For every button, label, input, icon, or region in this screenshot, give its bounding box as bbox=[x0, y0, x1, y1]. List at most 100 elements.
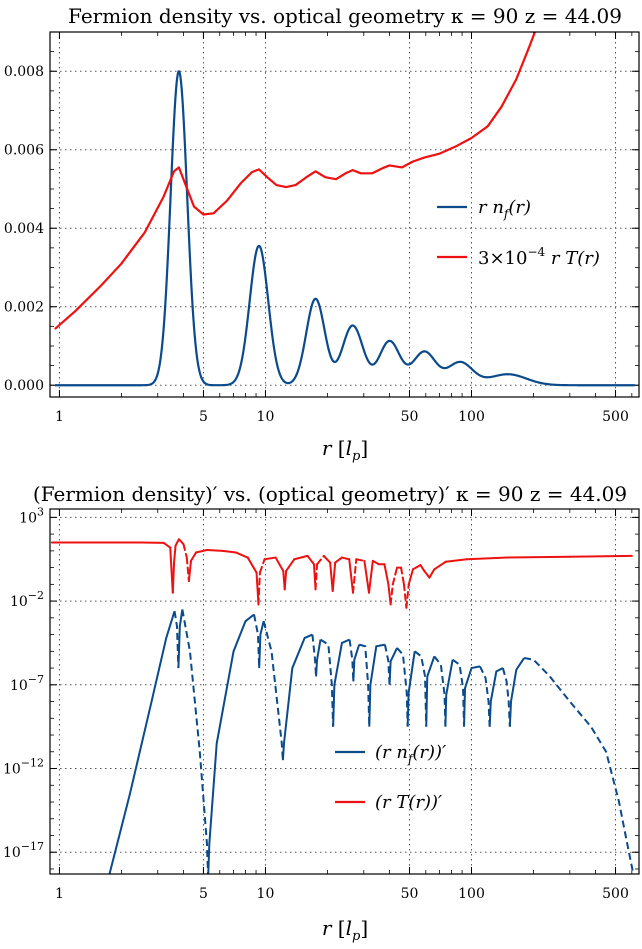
legend-label: (r nf(r))′ bbox=[375, 742, 446, 766]
series-line-red-segment bbox=[207, 550, 223, 551]
series-line-red-segment bbox=[353, 559, 356, 592]
series-line-red-segment bbox=[369, 561, 373, 593]
series-line-red-segment bbox=[285, 571, 286, 589]
x-tick-label: 100 bbox=[458, 886, 485, 902]
series-line-red-segment bbox=[196, 550, 207, 553]
series-line-blue-segment bbox=[464, 666, 480, 726]
series-line-red-segment bbox=[317, 556, 324, 564]
series-line-blue-segment bbox=[353, 645, 359, 682]
x-tick-label: 1 bbox=[55, 886, 64, 902]
series-line-red-segment bbox=[248, 558, 257, 573]
series-line-blue-segment bbox=[490, 668, 503, 727]
series-line-blue-segment bbox=[259, 621, 263, 668]
series-line-blue-segment bbox=[415, 651, 427, 726]
series-line-blue-segment bbox=[453, 660, 464, 727]
x-tick-label: 50 bbox=[401, 886, 419, 902]
series-line-red-segment bbox=[409, 569, 413, 584]
bottom-chart-legend: (r nf(r))′ (r T(r))′ bbox=[335, 742, 446, 813]
series-line-blue-segment bbox=[445, 660, 452, 727]
y-tick-label: 10−12 bbox=[3, 757, 44, 778]
legend-label: r nf(r) bbox=[478, 197, 531, 221]
series-line-blue-segment bbox=[264, 621, 283, 760]
x-tick-label: 50 bbox=[401, 409, 419, 425]
series-line-red-segment bbox=[265, 558, 276, 560]
series-line-red-segment bbox=[384, 564, 388, 584]
y-tick-label: 0.004 bbox=[4, 221, 44, 237]
series-line-blue bbox=[55, 71, 635, 385]
series-line-blue-segment bbox=[110, 611, 175, 874]
series-line-blue-segment bbox=[524, 658, 633, 874]
series-line-red-segment bbox=[342, 558, 349, 560]
bottom-chart-series bbox=[52, 539, 633, 877]
x-tick-label: 500 bbox=[602, 886, 629, 902]
top-chart-title: Fermion density vs. optical geometry κ =… bbox=[68, 4, 622, 28]
series-line-blue-segment bbox=[369, 645, 385, 727]
y-tick-label: 0.002 bbox=[4, 300, 44, 316]
y-tick-label: 103 bbox=[19, 505, 44, 526]
series-line-blue-segment bbox=[434, 656, 445, 726]
series-line-blue-segment bbox=[503, 668, 510, 727]
series-line-red-segment bbox=[335, 558, 342, 563]
series-line-blue-segment bbox=[390, 648, 398, 685]
series-line-blue-segment bbox=[408, 651, 415, 726]
series-line-red-segment bbox=[570, 556, 632, 557]
series-line-red-segment bbox=[391, 584, 393, 604]
series-line-red-segment bbox=[223, 551, 236, 553]
y-tick-label: 10−17 bbox=[3, 840, 44, 861]
series-line-red-segment bbox=[179, 539, 184, 544]
series-line-blue-segment bbox=[426, 656, 434, 726]
series-line-red-segment bbox=[236, 553, 248, 558]
series-line-red-segment bbox=[191, 553, 196, 561]
series-line-red-segment bbox=[260, 559, 265, 572]
series-line-blue-segment bbox=[397, 648, 408, 727]
y-tick-label: 10−7 bbox=[10, 673, 44, 694]
series-line-red-segment bbox=[424, 571, 429, 578]
series-line-blue-segment bbox=[208, 614, 254, 877]
x-tick-label: 500 bbox=[602, 409, 629, 425]
series-line-red-segment bbox=[324, 556, 330, 563]
top-chart-legend: r nf(r) 3×10−4 r T(r) bbox=[437, 197, 600, 269]
series-line-red-segment bbox=[467, 558, 508, 560]
bottom-chart-frame bbox=[50, 509, 639, 874]
series-line-red-segment bbox=[173, 563, 174, 593]
top-chart-xlabel: r [lp] bbox=[322, 436, 368, 464]
series-line-red-segment bbox=[429, 569, 434, 577]
series-line-blue-segment bbox=[359, 645, 369, 727]
series-line-red-segment bbox=[406, 584, 408, 607]
series-line-red-segment bbox=[420, 565, 424, 571]
legend-label: (r T(r))′ bbox=[375, 792, 442, 813]
series-line-red-segment bbox=[413, 565, 420, 569]
top-chart-series bbox=[55, 24, 635, 385]
series-line-red-segment bbox=[294, 556, 307, 559]
series-line-blue-segment bbox=[283, 635, 313, 761]
series-line-blue-segment bbox=[321, 640, 334, 727]
series-line-red-segment bbox=[508, 557, 570, 558]
series-line-blue-segment bbox=[333, 640, 349, 727]
series-line-red-segment bbox=[286, 559, 294, 571]
series-line-red-segment bbox=[189, 561, 191, 581]
series-line-red-segment bbox=[164, 543, 171, 548]
series-line-red-segment bbox=[434, 562, 445, 570]
series-line-red-segment bbox=[183, 544, 186, 557]
series-line-red-segment bbox=[333, 563, 335, 591]
series-line-red-segment bbox=[176, 539, 179, 546]
bottom-chart-xlabel: r [lp] bbox=[322, 916, 368, 944]
y-tick-label: 10−2 bbox=[10, 589, 44, 610]
x-tick-label: 100 bbox=[458, 409, 485, 425]
x-tick-label: 5 bbox=[199, 409, 208, 425]
series-line-red bbox=[55, 24, 538, 329]
series-line-red-segment bbox=[401, 568, 404, 585]
y-tick-label: 0.008 bbox=[4, 64, 44, 80]
series-line-red-segment bbox=[258, 573, 259, 605]
legend-label: 3×10−4 r T(r) bbox=[478, 245, 600, 269]
series-line-blue-segment bbox=[480, 666, 490, 726]
series-line-blue-segment bbox=[254, 614, 259, 668]
series-line-red-segment bbox=[373, 561, 379, 564]
series-line-red-segment bbox=[356, 559, 364, 561]
series-line-blue-segment bbox=[316, 640, 320, 677]
bottom-chart-grid bbox=[50, 509, 639, 874]
y-tick-label: 0.000 bbox=[4, 378, 44, 394]
series-line-red-segment bbox=[364, 561, 369, 593]
